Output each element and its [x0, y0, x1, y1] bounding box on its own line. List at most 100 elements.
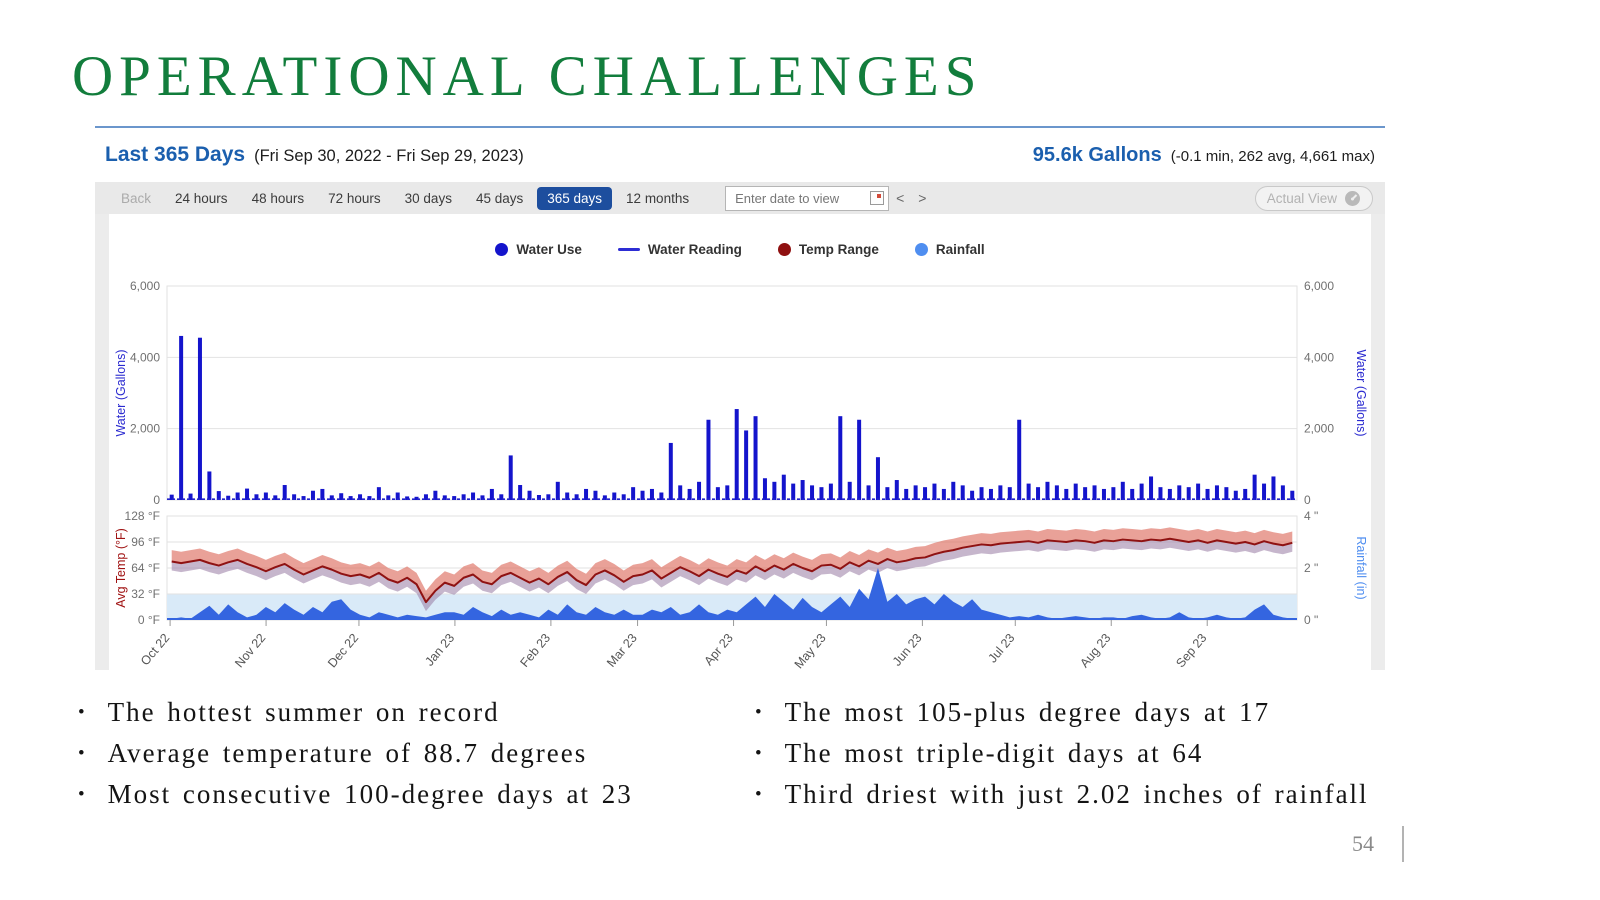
bullets-right: • The most 105-plus degree days at 17 • The…: [755, 692, 1550, 815]
bullet-text: The most triple-digit days at 64: [784, 738, 1204, 768]
svg-text:6,000: 6,000: [130, 279, 160, 293]
svg-text:Jan 23: Jan 23: [422, 631, 457, 669]
range-button-365-days[interactable]: 365 days: [537, 186, 613, 210]
total-gallons: 95.6k Gallons: [1032, 143, 1162, 166]
svg-text:6,000: 6,000: [1304, 279, 1334, 293]
svg-text:Aug 23: Aug 23: [1077, 631, 1113, 670]
svg-text:4 ": 4 ": [1304, 509, 1318, 523]
svg-text:4,000: 4,000: [130, 350, 160, 364]
svg-text:Jul 23: Jul 23: [985, 631, 1017, 666]
bullet-text: The most 105-plus degree days at 17: [784, 697, 1271, 727]
svg-text:128 °F: 128 °F: [125, 509, 160, 523]
svg-text:32 °F: 32 °F: [131, 587, 160, 601]
legend-item-rainfall[interactable]: Rainfall: [914, 241, 985, 257]
prev-range-button[interactable]: <: [889, 188, 911, 208]
svg-text:Apr 23: Apr 23: [701, 631, 735, 668]
bullet-section: • The hottest summer on record • Average te…: [78, 692, 1550, 815]
range-button-45-days[interactable]: 45 days: [466, 187, 533, 210]
bullet-text: Third driest with just 2.02 inches of ra…: [784, 779, 1369, 809]
legend-swatch-icon: [617, 247, 640, 251]
range-title: Last 365 Days: [105, 143, 246, 166]
legend-item-temp-range[interactable]: Temp Range: [777, 242, 879, 257]
svg-text:May 23: May 23: [792, 631, 829, 671]
svg-text:Oct 22: Oct 22: [138, 631, 172, 668]
svg-text:Sep 23: Sep 23: [1173, 631, 1209, 670]
range-button-48-hours[interactable]: 48 hours: [242, 187, 315, 210]
charts-area[interactable]: 0 0 2,000 2,000 4,000 4,000 6,000 6,000 Water (G…: [109, 262, 1371, 672]
svg-text:2,000: 2,000: [1304, 422, 1334, 436]
range-dates: (Fri Sep 30, 2022 - Fri Sep 29, 2023): [254, 147, 524, 165]
svg-text:Water (Gallons): Water (Gallons): [114, 349, 128, 436]
legend-label: Water Use: [516, 241, 582, 257]
next-range-button[interactable]: >: [911, 188, 933, 208]
svg-text:0: 0: [1304, 493, 1311, 507]
date-range-group: Last 365 Days (Fri Sep 30, 2022 - Fri Se…: [105, 143, 524, 167]
svg-text:2 ": 2 ": [1304, 561, 1318, 575]
svg-text:Water (Gallons): Water (Gallons): [1354, 349, 1368, 436]
bullet-marker: •: [78, 783, 87, 805]
bullet-item: • The most triple-digit days at 64: [755, 733, 1550, 774]
bullet-item: • The most 105-plus degree days at 17: [755, 692, 1550, 733]
water-dashboard: Last 365 Days (Fri Sep 30, 2022 - Fri Se…: [95, 126, 1385, 672]
bullet-text: The hottest summer on record: [107, 697, 500, 727]
svg-text:Feb 23: Feb 23: [517, 631, 553, 670]
calendar-icon[interactable]: [870, 191, 885, 205]
bullet-text: Average temperature of 88.7 degrees: [107, 738, 588, 768]
bullet-marker: •: [78, 742, 87, 764]
chart-legend: Water Use Water Reading Temp Range Rainfall: [109, 236, 1371, 262]
svg-text:64 °F: 64 °F: [131, 561, 160, 575]
range-button-12-months[interactable]: 12 months: [616, 187, 699, 210]
date-picker[interactable]: [725, 185, 890, 211]
chart-card: Water Use Water Reading Temp Range Rainfall…: [109, 214, 1371, 672]
bullet-item: • The hottest summer on record: [78, 692, 755, 733]
bullets-left: • The hottest summer on record • Average te…: [78, 692, 755, 815]
svg-text:Rainfall (in): Rainfall (in): [1354, 536, 1368, 599]
legend-item-water-use[interactable]: Water Use: [495, 242, 582, 257]
svg-text:0 °F: 0 °F: [138, 613, 160, 627]
gallons-stats: (-0.1 min, 262 avg, 4,661 max): [1170, 147, 1375, 165]
footer-divider: [1402, 826, 1404, 862]
calendar-dot: [877, 194, 882, 198]
svg-text:Jun 23: Jun 23: [890, 631, 925, 669]
actual-view-label: Actual View: [1266, 190, 1337, 206]
range-button-30-days[interactable]: 30 days: [395, 187, 462, 210]
range-toolbar: Back 24 hours 48 hours 72 hours 30 days 45 da…: [95, 182, 1385, 214]
actual-view-button[interactable]: Actual View: [1254, 185, 1373, 211]
svg-text:2,000: 2,000: [130, 422, 160, 436]
total-usage-group: 95.6k Gallons (-0.1 min, 262 avg, 4,661 …: [1033, 144, 1375, 167]
svg-text:Nov 22: Nov 22: [232, 631, 268, 670]
range-button-24-hours[interactable]: 24 hours: [165, 187, 238, 210]
legend-swatch-icon: [495, 242, 509, 256]
page-title: OPERATIONAL CHALLENGES: [72, 45, 983, 108]
bullet-marker: •: [755, 701, 764, 723]
range-button-back: Back: [111, 187, 161, 210]
legend-label: Rainfall: [935, 241, 985, 257]
bullet-marker: •: [755, 783, 764, 805]
bullet-item: • Most consecutive 100-degree days at 23: [78, 774, 755, 815]
legend-item-water-reading[interactable]: Water Reading: [617, 241, 742, 257]
page-number: 54: [1352, 831, 1374, 856]
usage-weather-chart[interactable]: 0 0 2,000 2,000 4,000 4,000 6,000 6,000 Water (G…: [109, 262, 1371, 672]
bullet-item: • Average temperature of 88.7 degrees: [78, 733, 755, 774]
gauge-icon: [1345, 190, 1360, 206]
bullet-marker: •: [755, 742, 764, 764]
bullet-item: • Third driest with just 2.02 inches of r…: [755, 774, 1550, 815]
bullet-marker: •: [78, 701, 87, 723]
svg-text:4,000: 4,000: [1304, 350, 1334, 364]
svg-text:Avg Temp (°F): Avg Temp (°F): [114, 528, 128, 608]
legend-swatch-icon: [777, 242, 791, 256]
bullet-text: Most consecutive 100-degree days at 23: [107, 779, 633, 809]
svg-text:96 °F: 96 °F: [131, 535, 160, 549]
range-button-72-hours[interactable]: 72 hours: [318, 187, 391, 210]
toolbar-buttons: Back 24 hours 48 hours 72 hours 30 days 45 da…: [111, 186, 699, 210]
page-footer: 54: [1352, 826, 1404, 862]
svg-text:Mar 23: Mar 23: [604, 631, 640, 670]
svg-text:0: 0: [153, 493, 160, 507]
dashboard-header: Last 365 Days (Fri Sep 30, 2022 - Fri Se…: [95, 128, 1385, 182]
date-input[interactable]: [733, 189, 866, 207]
svg-text:Dec 22: Dec 22: [325, 631, 361, 670]
legend-label: Water Reading: [647, 241, 742, 257]
svg-text:0 ": 0 ": [1304, 613, 1318, 627]
legend-swatch-icon: [914, 242, 928, 256]
